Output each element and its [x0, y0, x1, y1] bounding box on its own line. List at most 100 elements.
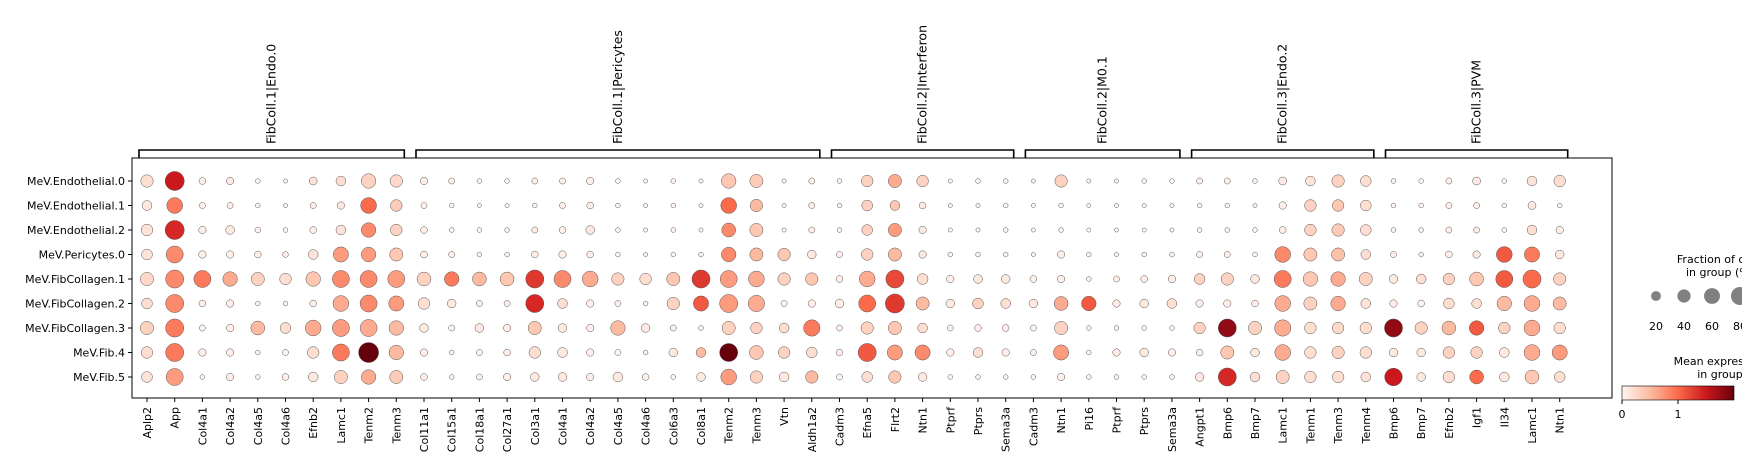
- dot-2-30: [975, 227, 981, 233]
- col-label-10: Col11a1: [418, 407, 431, 452]
- dot-5-42: [1303, 296, 1318, 311]
- dot-5-26: [858, 294, 876, 313]
- dot-7-35: [1112, 348, 1121, 357]
- dot-1-25: [836, 202, 843, 209]
- dot-4-11: [444, 271, 460, 287]
- dot-7-21: [719, 343, 738, 362]
- dot-0-30: [975, 178, 981, 184]
- x-axis-labels: Aplp2 App Col4a1 Col4a2 Col4a5 Col4a6 Efnb2 Lam…: [141, 398, 1567, 452]
- dot-7-33: [1053, 344, 1069, 361]
- dot-3-46: [1418, 251, 1424, 258]
- col-label-25: Cadm3: [834, 407, 847, 446]
- dot-1-2: [199, 202, 206, 209]
- dot-0-12: [476, 178, 483, 184]
- col-label-33: Ntn1: [1055, 407, 1068, 434]
- dot-8-45: [1384, 367, 1403, 387]
- dot-1-4: [255, 202, 261, 209]
- dot-0-44: [1360, 175, 1372, 187]
- dot-1-22: [749, 199, 763, 212]
- dot-1-13: [504, 203, 510, 208]
- dot-3-10: [420, 250, 428, 259]
- dot-6-30: [974, 324, 982, 332]
- dot-7-10: [420, 348, 428, 357]
- col-label-38: Angpt1: [1194, 407, 1207, 447]
- dot-0-46: [1418, 178, 1424, 184]
- dot-3-11: [448, 251, 456, 258]
- dot-0-5: [283, 178, 288, 184]
- dot-7-34: [1086, 349, 1092, 356]
- dot-7-30: [972, 347, 984, 358]
- dot-7-14: [528, 346, 541, 359]
- dot-4-43: [1330, 271, 1346, 287]
- dot-5-51: [1552, 296, 1567, 311]
- dot-5-6: [309, 299, 317, 308]
- dot-0-2: [198, 177, 207, 185]
- dot-8-15: [557, 372, 568, 382]
- row-label-6: MeV.FibCollagen.3: [25, 322, 125, 335]
- col-label-2: Col4a1: [196, 407, 209, 445]
- dotplot-axes: [131, 157, 1613, 399]
- dot-2-51: [1555, 226, 1564, 234]
- dot-7-23: [778, 346, 791, 359]
- dot-6-5: [279, 322, 292, 334]
- dot-8-24: [805, 370, 819, 384]
- dot-4-2: [193, 270, 212, 288]
- dot-0-42: [1305, 175, 1316, 187]
- dot-0-8: [361, 173, 377, 189]
- dot-3-44: [1360, 249, 1371, 260]
- dot-6-24: [803, 319, 821, 337]
- col-label-8: Tenm2: [363, 407, 376, 444]
- dot-2-4: [254, 226, 261, 234]
- col-label-34: Pi16: [1083, 407, 1096, 430]
- row-label-8: MeV.Fib.5: [73, 371, 125, 384]
- group-label-0: FibColl.1|Endo.0: [264, 44, 279, 144]
- dot-3-40: [1252, 251, 1258, 258]
- col-label-4: Col4a5: [252, 407, 265, 445]
- dot-1-27: [889, 200, 901, 211]
- dot-7-18: [642, 349, 649, 356]
- dot-4-41: [1273, 270, 1292, 288]
- size-legend-tick-3: 80: [1733, 320, 1742, 333]
- dot-1-46: [1418, 202, 1424, 209]
- dot-1-44: [1360, 199, 1372, 212]
- dot-8-33: [1057, 373, 1066, 381]
- dot-3-16: [586, 250, 594, 259]
- dot-3-8: [361, 246, 377, 263]
- group-bracket-4: [1190, 149, 1375, 158]
- dot-6-3: [226, 324, 235, 332]
- dot-4-3: [222, 271, 238, 287]
- dot-6-20: [698, 325, 704, 331]
- dot-2-36: [1141, 227, 1147, 233]
- col-label-43: Tenm3: [1332, 407, 1345, 444]
- col-label-48: Igf1: [1471, 407, 1484, 428]
- dot-1-28: [918, 201, 927, 210]
- dot-7-12: [476, 349, 483, 356]
- dot-2-27: [888, 223, 902, 237]
- dot-8-25: [836, 373, 843, 381]
- dot-6-21: [721, 321, 736, 335]
- dot-8-4: [255, 374, 261, 380]
- dot-0-0: [140, 174, 154, 188]
- col-label-19: Col6a3: [667, 407, 680, 445]
- dot-7-47: [1442, 346, 1455, 359]
- dot-8-31: [1003, 374, 1009, 380]
- dot-6-27: [888, 321, 902, 335]
- dot-5-18: [642, 300, 649, 307]
- dot-2-12: [476, 227, 483, 233]
- dot-8-30: [975, 374, 981, 380]
- dot-8-9: [389, 370, 404, 384]
- dot-6-46: [1414, 321, 1428, 335]
- dot-2-1: [164, 220, 185, 240]
- dot-4-25: [835, 275, 844, 283]
- dot-3-41: [1274, 246, 1291, 263]
- dot-7-46: [1416, 347, 1426, 358]
- dot-5-30: [972, 297, 984, 310]
- dot-8-20: [696, 372, 706, 382]
- dot-8-23: [778, 371, 790, 383]
- dot-8-14: [530, 372, 540, 382]
- dot-7-5: [282, 349, 289, 356]
- dot-3-36: [1141, 251, 1147, 258]
- dot-5-12: [476, 300, 483, 307]
- dot-6-44: [1359, 321, 1372, 335]
- dot-4-5: [279, 272, 292, 286]
